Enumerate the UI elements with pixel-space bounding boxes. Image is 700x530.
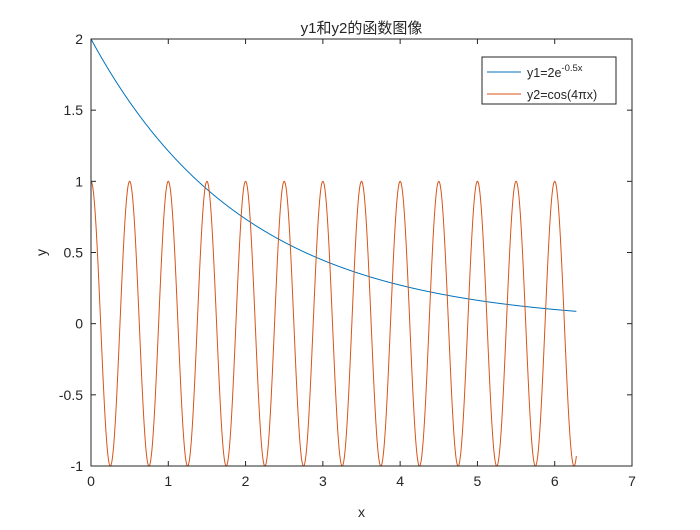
y-tick-label: -0.5 xyxy=(59,387,83,403)
x-tick-label: 3 xyxy=(319,473,327,489)
x-tick-label: 6 xyxy=(551,473,559,489)
x-tick-label: 2 xyxy=(242,473,250,489)
chart-title: y1和y2的函数图像 xyxy=(301,20,423,37)
y-tick-label: 1 xyxy=(75,173,83,189)
y-tick-label: 0 xyxy=(75,316,83,332)
x-tick-label: 0 xyxy=(87,473,95,489)
legend: y1=2e-0.5x y2=cos(4πx) xyxy=(481,56,617,105)
y-tick-label: 1.5 xyxy=(64,102,84,118)
y-tick-label: 2 xyxy=(75,31,83,47)
series-layer xyxy=(90,38,577,467)
legend-label-y1-base: y1=2e xyxy=(527,66,561,80)
x-tick-label: 7 xyxy=(628,473,636,489)
legend-label-y2: y2=cos(4πx) xyxy=(527,88,597,102)
x-axis-label: x xyxy=(358,504,365,520)
x-tick-label: 5 xyxy=(474,473,482,489)
y-tick-label: -1 xyxy=(71,458,84,474)
legend-box xyxy=(481,56,617,105)
x-axis-ticks: 0 1 2 3 4 5 6 7 xyxy=(87,39,636,489)
legend-label-y1: y1=2e-0.5x xyxy=(527,63,583,80)
x-tick-label: 4 xyxy=(396,473,404,489)
series-line-2 xyxy=(90,180,577,467)
legend-label-y1-exponent: -0.5x xyxy=(561,63,582,74)
series-line-1 xyxy=(90,38,577,312)
x-tick-label: 1 xyxy=(164,473,172,489)
y-tick-label: 0.5 xyxy=(64,245,84,261)
y-axis-label: y xyxy=(33,249,49,256)
y-axis-ticks: -1 -0.5 0 0.5 1 1.5 2 xyxy=(59,31,632,474)
